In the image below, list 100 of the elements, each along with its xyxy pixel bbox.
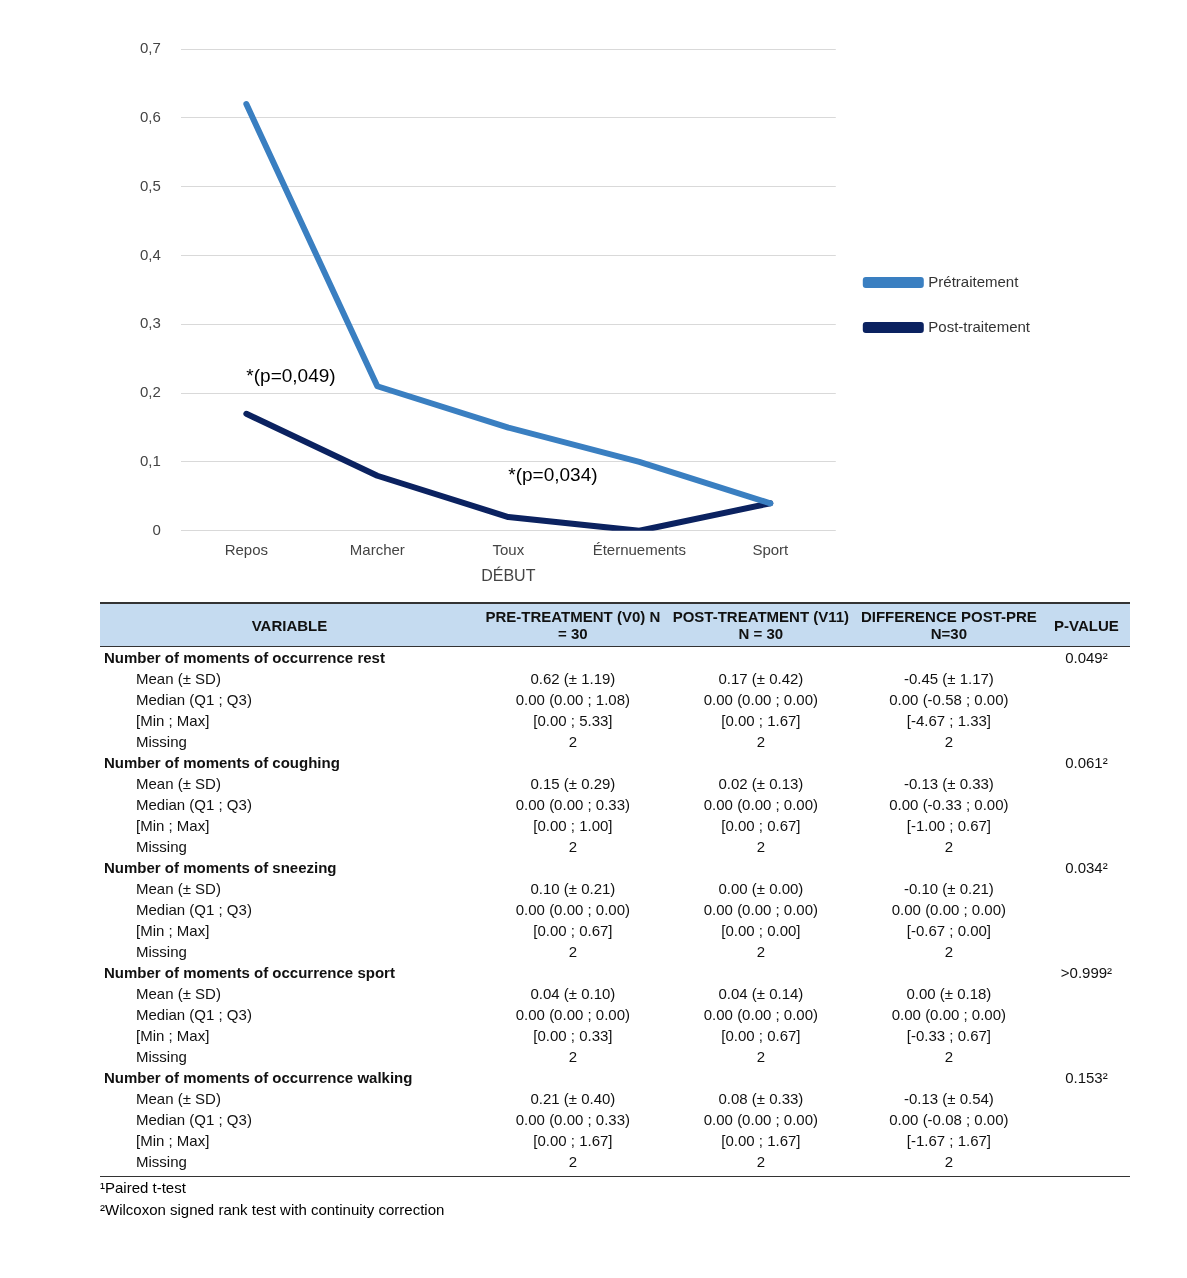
text: 2 [943, 1152, 955, 1172]
category-label: Missing [136, 1048, 187, 1065]
text: 0.00 (0.00 ; 0.00) [890, 900, 1007, 920]
category-label: [Min ; Max] [136, 922, 210, 939]
y-tick-label: 0,2 [139, 383, 161, 401]
y-tick-label: 0 [152, 520, 161, 538]
text: [-1.67 ; 1.67] [905, 1131, 992, 1151]
category-label: VARIABLE [100, 603, 479, 647]
category-label: Mean (± SD) [136, 985, 221, 1002]
text: 0.00 (0.00 ; 0.33) [514, 1110, 631, 1130]
annotation: *(p=0,034) [508, 463, 598, 485]
text: 0.00 (-0.08 ; 0.00) [888, 1110, 1010, 1130]
category-label: Median (Q1 ; Q3) [136, 1111, 252, 1128]
category-label: Missing [136, 733, 187, 750]
text: [0.00 ; 5.33] [532, 711, 614, 731]
category-label: P-VALUE [1042, 603, 1130, 647]
text: 0.00 (± 0.00) [717, 879, 805, 899]
x-tick-label: Sport [752, 540, 790, 558]
y-tick-label: 0,4 [139, 245, 161, 263]
category-label: Median (Q1 ; Q3) [136, 691, 252, 708]
text: 2 [755, 732, 767, 752]
text: [-1.00 ; 0.67] [905, 816, 992, 836]
text: [0.00 ; 0.33] [532, 1026, 614, 1046]
x-tick-label: Éternuements [592, 540, 687, 558]
text: 0.00 (0.00 ; 0.00) [702, 1005, 819, 1025]
text: 2 [943, 942, 955, 962]
text: 2 [943, 1047, 955, 1067]
text: >0.999² [1059, 963, 1114, 983]
category-label: Median (Q1 ; Q3) [136, 1006, 252, 1023]
category-label: Missing [136, 943, 187, 960]
text: ²Wilcoxon signed rank test with continuity correction [100, 1200, 446, 1220]
text: 0.00 (0.00 ; 0.00) [702, 690, 819, 710]
category-label: Median (Q1 ; Q3) [136, 901, 252, 918]
text: 2 [755, 942, 767, 962]
text: [0.00 ; 0.00] [720, 921, 802, 941]
text: 0.15 (± 0.29) [529, 774, 617, 794]
text: ¹Paired t-test [100, 1178, 187, 1198]
category-label: Median (Q1 ; Q3) [136, 796, 252, 813]
text: -0.45 (± 1.17) [902, 669, 995, 689]
text: 0.049² [1064, 648, 1109, 668]
text: 2 [567, 732, 579, 752]
text: 0.153² [1064, 1068, 1109, 1088]
text: 0.04 (± 0.10) [529, 984, 617, 1004]
text: 2 [755, 1152, 767, 1172]
text: [0.00 ; 0.67] [720, 1026, 802, 1046]
text: 2 [943, 837, 955, 857]
text: 0.00 (0.00 ; 0.33) [514, 795, 631, 815]
category-label: Mean (± SD) [136, 880, 221, 897]
text: 2 [567, 837, 579, 857]
category-label: Mean (± SD) [136, 1090, 221, 1107]
text: 2 [567, 1047, 579, 1067]
category-label: Number of moments of coughing [104, 754, 340, 771]
annotation: *(p=0,049) [246, 364, 336, 386]
text: 0.061² [1064, 753, 1109, 773]
category-label: [Min ; Max] [136, 1027, 210, 1044]
text: 2 [755, 1047, 767, 1067]
text: 0.00 (0.00 ; 0.00) [702, 1110, 819, 1130]
text: 0.17 (± 0.42) [717, 669, 805, 689]
category-label: [Min ; Max] [136, 817, 210, 834]
x-tick-label: Toux [492, 540, 525, 558]
text: 2 [755, 837, 767, 857]
text: [0.00 ; 1.00] [532, 816, 614, 836]
category-label: POST-TREATMENT (V11) N = 30 [666, 603, 855, 647]
y-tick-label: 0,7 [139, 39, 161, 57]
text: -0.13 (± 0.54) [902, 1089, 995, 1109]
text: [0.00 ; 1.67] [532, 1131, 614, 1151]
text: 0.00 (0.00 ; 0.00) [702, 795, 819, 815]
y-tick-label: 0,3 [139, 314, 161, 332]
text: 0.034² [1064, 858, 1109, 878]
text: [0.00 ; 1.67] [720, 711, 802, 731]
text: 0.00 (0.00 ; 0.00) [702, 900, 819, 920]
y-tick-label: 0,1 [139, 452, 161, 470]
category-label: Number of moments of sneezing [104, 859, 337, 876]
category-label: Number of moments of occurrence sport [104, 964, 395, 981]
category-label: Missing [136, 1153, 187, 1170]
category-label: Mean (± SD) [136, 670, 221, 687]
text: [0.00 ; 1.67] [720, 1131, 802, 1151]
x-tick-label: Repos [224, 540, 269, 558]
x-axis-title: DÉBUT [481, 565, 536, 584]
text: 0.21 (± 0.40) [529, 1089, 617, 1109]
text: -0.13 (± 0.33) [902, 774, 995, 794]
text: 2 [567, 1152, 579, 1172]
legend-label: Prétraitement [928, 272, 1020, 290]
text: 2 [567, 942, 579, 962]
text: 0.10 (± 0.21) [529, 879, 617, 899]
y-tick-label: 0,5 [139, 176, 161, 194]
category-label: [Min ; Max] [136, 1132, 210, 1149]
category-label: DIFFERENCE POST-PRE N=30 [854, 603, 1043, 647]
text: [0.00 ; 0.67] [720, 816, 802, 836]
text: 0.00 (-0.33 ; 0.00) [888, 795, 1010, 815]
category-label: PRE-TREATMENT (V0) N = 30 [478, 603, 667, 647]
text: 2 [943, 732, 955, 752]
text: -0.10 (± 0.21) [902, 879, 995, 899]
text: 0.00 (0.00 ; 0.00) [890, 1005, 1007, 1025]
text: [-0.67 ; 0.00] [905, 921, 992, 941]
text: 0.62 (± 1.19) [529, 669, 617, 689]
text: [-4.67 ; 1.33] [905, 711, 992, 731]
category-label: Mean (± SD) [136, 775, 221, 792]
category-label: [Min ; Max] [136, 712, 210, 729]
text: 0.00 (± 0.18) [905, 984, 993, 1004]
